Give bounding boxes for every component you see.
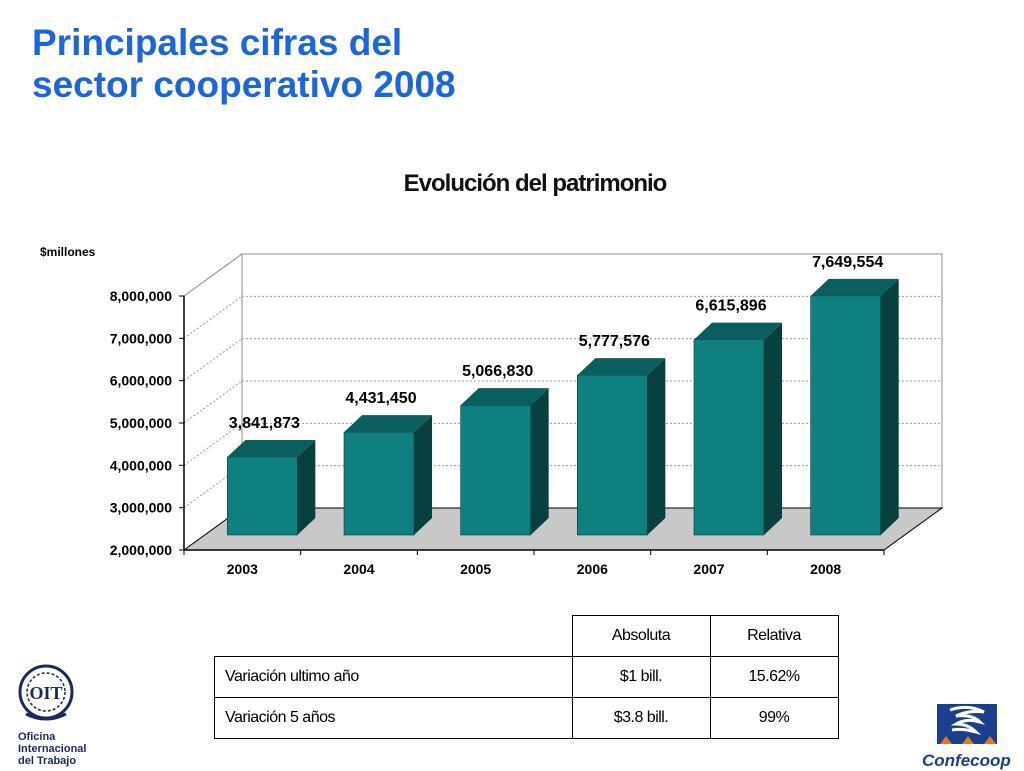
oit-name: Oficina Internacional del Trabajo xyxy=(18,731,94,767)
y-tick-label: 3,000,000 xyxy=(110,500,172,516)
table-header-absoluta: Absoluta xyxy=(571,615,711,657)
table-cell-label: Variación 5 años xyxy=(214,697,573,739)
oit-mark: OIT xyxy=(29,683,62,703)
x-tick-label: 2006 xyxy=(577,561,608,577)
y-tick-label: 5,000,000 xyxy=(110,415,172,431)
y-axis-label: $millones xyxy=(40,245,96,259)
x-tick-label: 2005 xyxy=(460,561,491,577)
y-tick-label: 8,000,000 xyxy=(110,288,172,304)
x-tick-label: 2003 xyxy=(227,561,258,577)
table-cell-absoluta: $1 bill. xyxy=(571,656,711,698)
bar-side-2006 xyxy=(647,358,666,535)
data-label: 7,649,554 xyxy=(812,254,883,271)
table-cell-relativa: 15.62% xyxy=(709,656,839,698)
y-tick-label: 2,000,000 xyxy=(110,542,172,558)
chart-title: Evolución del patrimonio xyxy=(403,170,668,197)
table-header-empty xyxy=(215,616,573,657)
bar-2007 xyxy=(693,339,765,536)
data-label: 6,615,896 xyxy=(695,298,766,315)
bar-2003 xyxy=(227,456,298,536)
slide-title-line2: sector cooperativo 2008 xyxy=(32,64,456,105)
y-tick-label: 4,000,000 xyxy=(110,457,172,473)
table-header-row: Absoluta Relativa xyxy=(215,615,839,657)
oit-logo: OIT Oficina Internacional del Trabajo xyxy=(14,662,94,767)
bar-2005 xyxy=(460,404,531,536)
x-tick-label: 2004 xyxy=(343,561,374,577)
bar-side-2005 xyxy=(530,388,549,535)
y-tick-label: 7,000,000 xyxy=(110,330,172,346)
oit-emblem-icon: OIT xyxy=(18,664,74,721)
bar-top-2006 xyxy=(577,358,666,376)
data-label: 3,841,873 xyxy=(229,415,300,432)
x-tick-label: 2008 xyxy=(810,561,841,577)
table-row: Variación 5 años $3.8 bill. 99% xyxy=(214,697,839,739)
x-tick-label: 2007 xyxy=(693,561,724,577)
bar-side-2003 xyxy=(297,440,316,535)
bar-side-2004 xyxy=(414,415,432,535)
table-row: Variación ultimo año $1 bill. 15.62% xyxy=(214,656,839,698)
bar-top-2007 xyxy=(694,322,782,340)
confecoop-name: Confecoop xyxy=(922,751,1011,770)
bar-2008 xyxy=(810,295,881,536)
data-label: 5,777,576 xyxy=(579,333,650,350)
data-label: 4,431,450 xyxy=(345,390,416,407)
data-label: 5,066,830 xyxy=(462,363,533,380)
bar-top-2005 xyxy=(460,388,549,406)
table-cell-absoluta: $3.8 bill. xyxy=(571,697,711,739)
patrimonio-bar-chart: 2,000,000 3,000,000 4,000,000 5,000,000 6,00… xyxy=(40,245,944,577)
table-header-relativa: Relativa xyxy=(709,615,839,657)
bar-top-2008 xyxy=(810,278,899,296)
confecoop-emblem-icon xyxy=(937,704,997,744)
variation-table: Absoluta Relativa Variación ultimo año $… xyxy=(214,615,839,739)
table-cell-relativa: 99% xyxy=(709,697,839,739)
oit-name-line2: Internacional xyxy=(18,743,87,755)
bar-2004 xyxy=(343,431,415,536)
confecoop-logo: Confecoop xyxy=(922,700,1022,771)
bar-2006 xyxy=(577,374,648,536)
bar-side-2007 xyxy=(764,322,782,535)
oit-name-line3: del Trabajo xyxy=(18,755,77,767)
slide-title-line1: Principales cifras del xyxy=(32,22,403,63)
y-tick-label: 6,000,000 xyxy=(110,373,172,389)
slide-title: Principales cifras del sector cooperativ… xyxy=(32,22,456,106)
table-cell-label: Variación ultimo año xyxy=(214,656,573,698)
bar-side-2008 xyxy=(880,278,899,535)
bar-top-2004 xyxy=(344,415,432,433)
bar-top-2003 xyxy=(227,440,316,458)
oit-name-line1: Oficina xyxy=(18,731,56,743)
